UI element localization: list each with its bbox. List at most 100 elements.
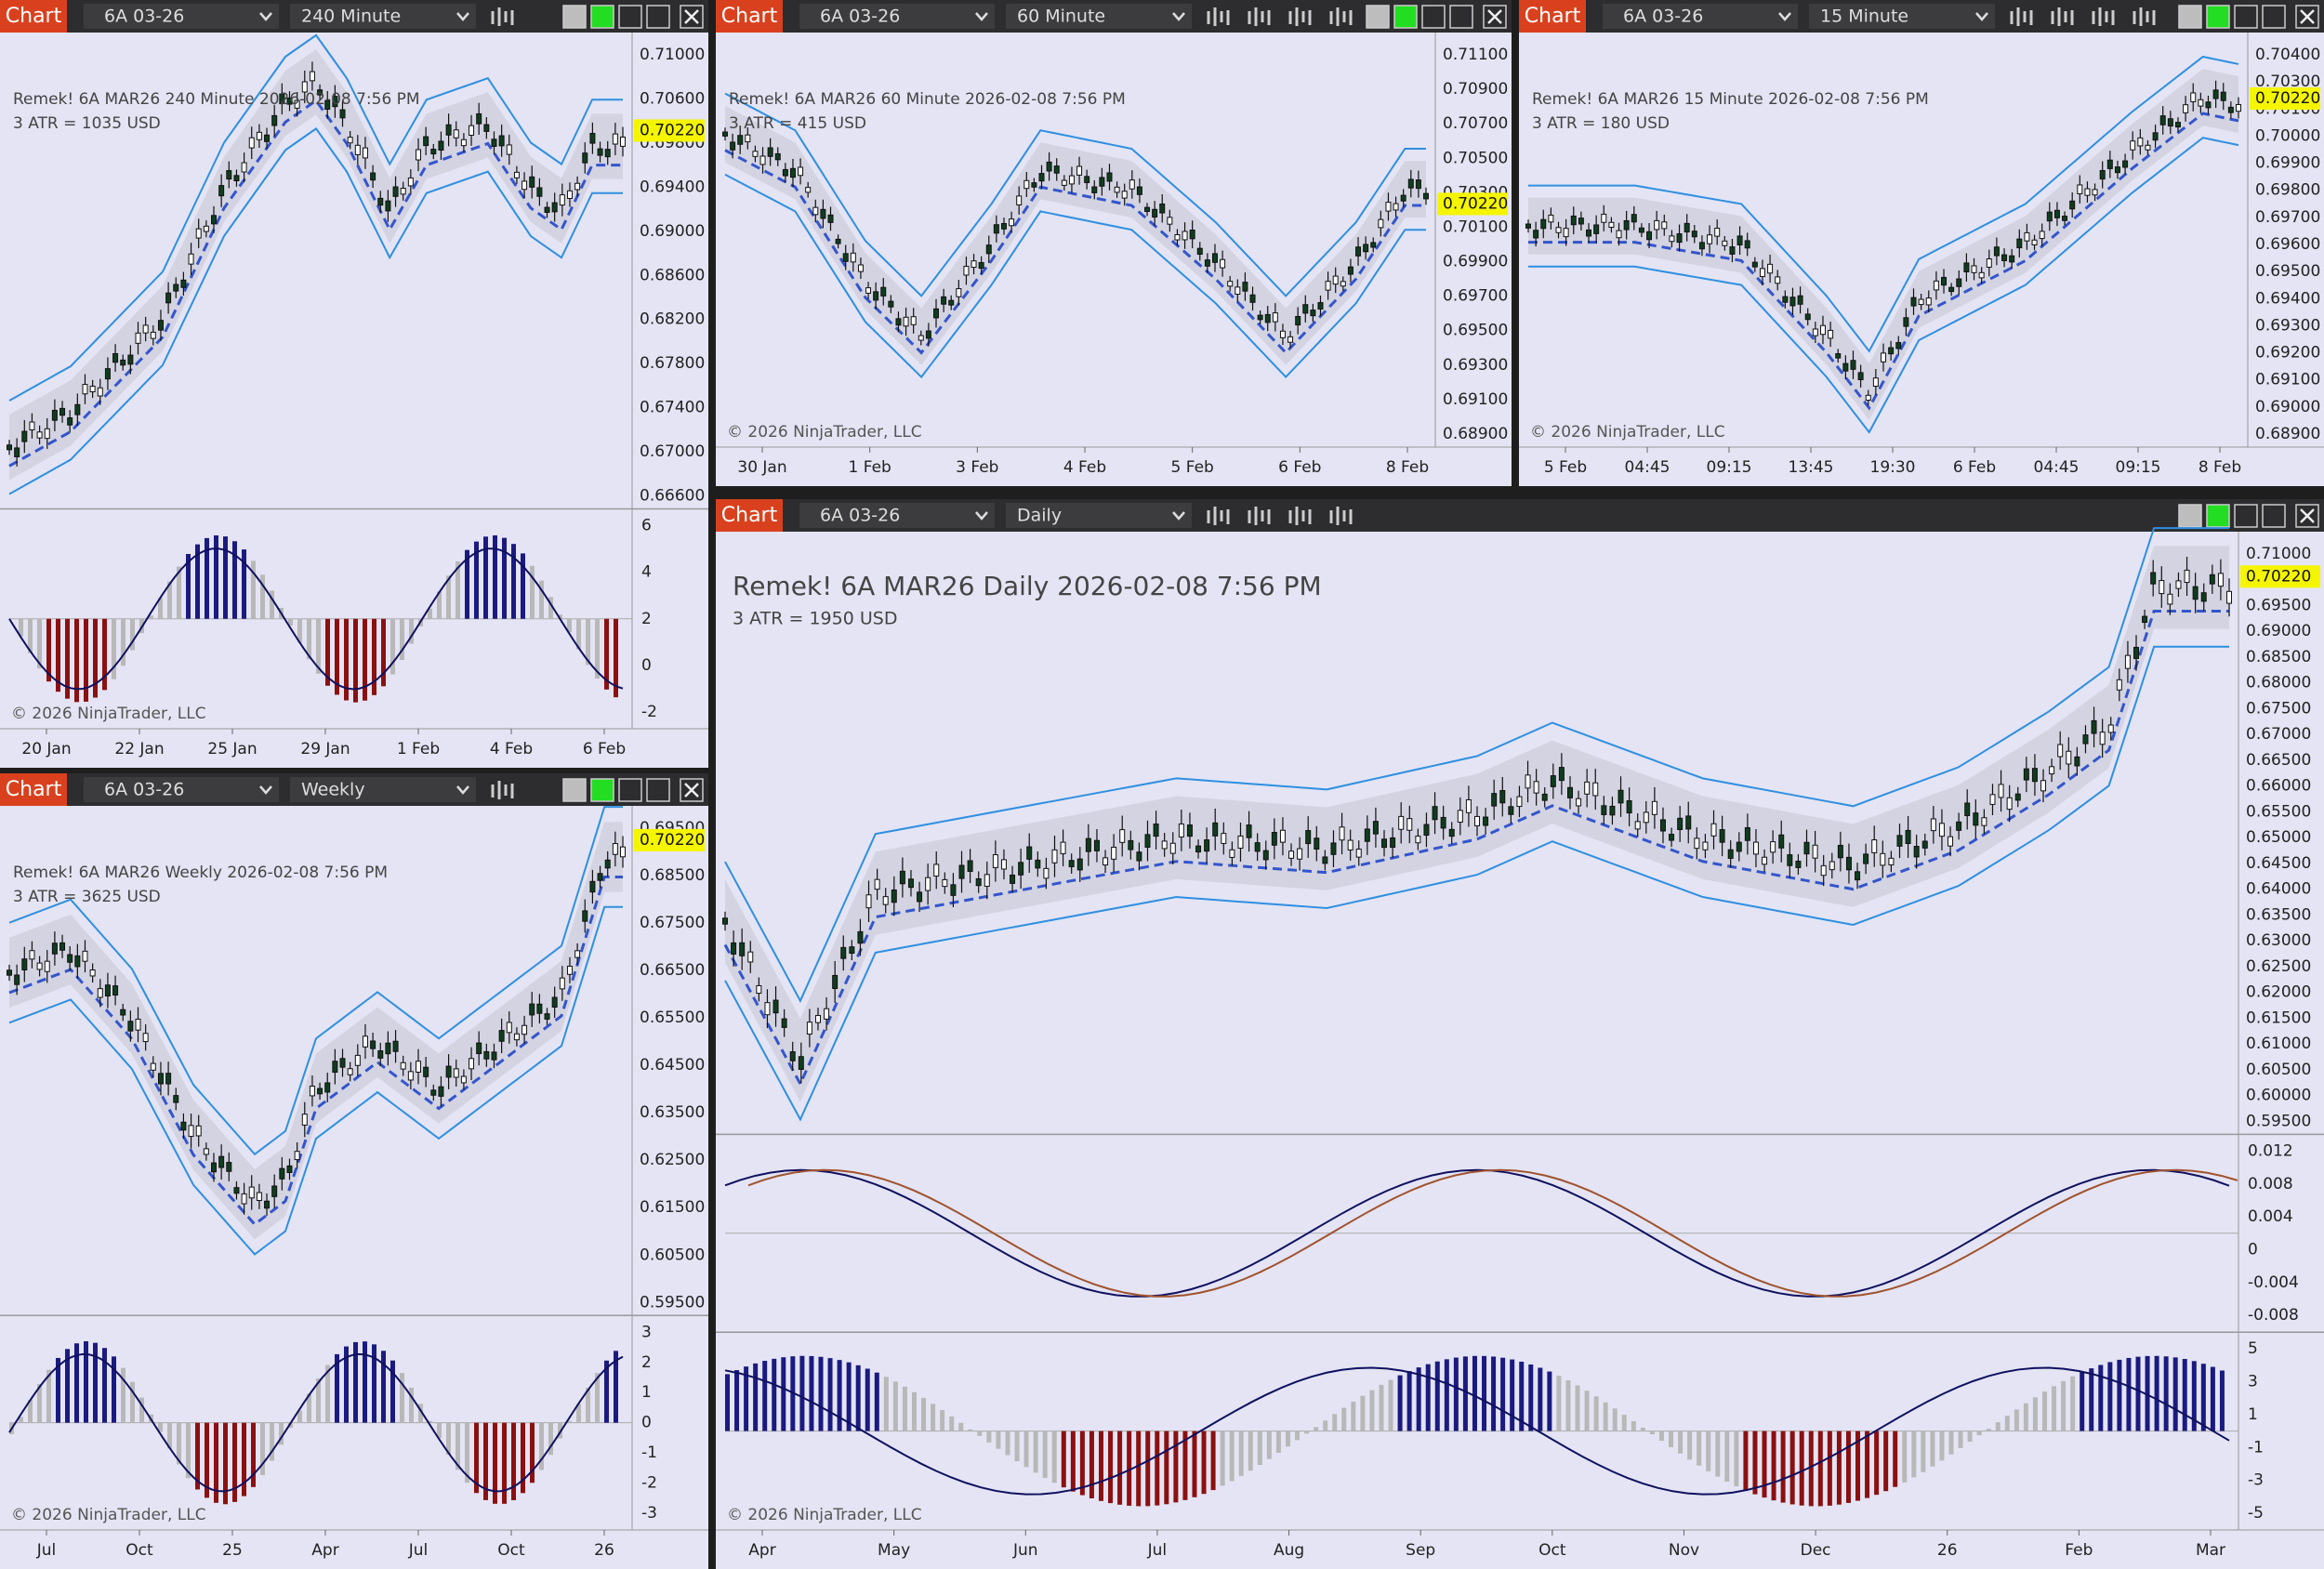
window-button[interactable] (2262, 504, 2286, 528)
chart-tab[interactable] (0, 773, 67, 806)
candle (2001, 254, 2008, 261)
instrument-selector[interactable] (799, 503, 995, 528)
window-button[interactable] (1393, 5, 1418, 29)
candle (1835, 353, 1842, 359)
price-axis-label: 0.71000 (640, 46, 705, 64)
toolbar-icon[interactable] (491, 7, 514, 26)
instrument-selector[interactable] (799, 4, 995, 29)
window-button[interactable] (1449, 5, 1473, 29)
price-axis-label: 0.70400 (2255, 46, 2320, 64)
toolbar-icon[interactable] (1329, 507, 1353, 525)
toolbar-icon[interactable] (2092, 7, 2115, 26)
candle (173, 1095, 179, 1103)
candle (1669, 235, 1675, 243)
atr-label: 3 ATR = 3625 USD (13, 888, 161, 906)
toolbar-icon[interactable] (1288, 507, 1312, 525)
candle (2084, 188, 2091, 196)
histogram-bar (74, 1343, 79, 1423)
candle (2130, 140, 2136, 151)
window-button[interactable] (618, 778, 642, 802)
instrument-selector[interactable] (1603, 4, 1798, 29)
timeframe-selector[interactable] (1809, 4, 1995, 29)
candle (1242, 282, 1248, 292)
window-button[interactable] (590, 5, 614, 29)
histogram-bar (1556, 1376, 1562, 1431)
histogram-bar (2061, 1380, 2067, 1431)
toolbar-icon[interactable] (1248, 7, 1271, 26)
candle (430, 149, 437, 155)
window-button[interactable] (646, 778, 670, 802)
window-button[interactable] (2262, 5, 2286, 29)
toolbar-icon[interactable] (1207, 7, 1230, 26)
copyright: © 2026 NinjaTrader, LLC (11, 1506, 206, 1524)
toolbar-icon[interactable] (2133, 7, 2156, 26)
candle (104, 368, 111, 380)
time-axis-label: 1 Feb (397, 740, 440, 758)
indicator-axis-label: 0 (2248, 1240, 2258, 1259)
histogram-bar (1295, 1431, 1301, 1441)
chart-tab[interactable] (716, 499, 783, 532)
candle (993, 224, 999, 234)
window-button[interactable] (2178, 5, 2202, 29)
candle (1364, 828, 1370, 842)
toolbar-icon[interactable] (1248, 507, 1271, 525)
window-button[interactable] (618, 5, 642, 29)
candle (51, 943, 58, 955)
window-button[interactable] (646, 5, 670, 29)
candle (907, 878, 914, 889)
candle (1091, 186, 1098, 193)
window-button[interactable] (2234, 5, 2258, 29)
candle (1676, 233, 1683, 244)
instrument-selector[interactable] (84, 4, 279, 29)
chart-tab[interactable] (716, 0, 783, 33)
candle (7, 444, 12, 451)
candle (589, 133, 596, 144)
histogram-bar (902, 1386, 907, 1431)
candle (1533, 230, 1539, 239)
histogram-bar (818, 1356, 824, 1431)
histogram-bar (1482, 1355, 1487, 1431)
timeframe-selector[interactable] (290, 777, 476, 802)
histogram-bar (1958, 1431, 1963, 1449)
candle (2183, 104, 2189, 113)
candle (1235, 286, 1241, 296)
chart-tab[interactable] (0, 0, 67, 33)
toolbar-icon[interactable] (2010, 7, 2033, 26)
toolbar-icon[interactable] (1207, 507, 1230, 525)
timeframe-selector[interactable] (1006, 4, 1192, 29)
candle (1525, 774, 1531, 789)
instrument-label: 6A 03-26 (104, 7, 184, 27)
histogram-bar (130, 1381, 135, 1423)
price-axis-label: 0.67500 (640, 914, 705, 932)
candle (1643, 811, 1649, 824)
candle (824, 1008, 830, 1020)
histogram-bar (521, 553, 525, 619)
window-button[interactable] (1421, 5, 1446, 29)
window-button[interactable] (2234, 504, 2258, 528)
window-button[interactable] (2206, 504, 2230, 528)
candle (731, 942, 737, 955)
histogram-bar (270, 1422, 274, 1461)
candle (506, 1022, 512, 1034)
histogram-bar (1855, 1431, 1861, 1501)
time-axis-label: 1 Feb (849, 458, 891, 477)
window-button[interactable] (590, 778, 614, 802)
window-button[interactable] (562, 5, 587, 29)
candle (14, 447, 20, 457)
timeframe-selector[interactable] (290, 4, 476, 29)
toolbar-icon[interactable] (1329, 7, 1353, 26)
window-button[interactable] (2206, 5, 2230, 29)
candle (120, 1009, 126, 1016)
histogram-bar (37, 1384, 42, 1423)
candle (483, 124, 490, 132)
toolbar-icon[interactable] (491, 781, 514, 799)
timeframe-selector[interactable] (1006, 503, 1192, 528)
chart-tab[interactable] (1519, 0, 1586, 33)
window-button[interactable] (1366, 5, 1390, 29)
candle (1669, 834, 1675, 841)
window-button[interactable] (2178, 504, 2202, 528)
toolbar-icon[interactable] (1288, 7, 1312, 26)
window-button[interactable] (562, 778, 587, 802)
toolbar-icon[interactable] (2051, 7, 2074, 26)
instrument-selector[interactable] (84, 777, 279, 802)
